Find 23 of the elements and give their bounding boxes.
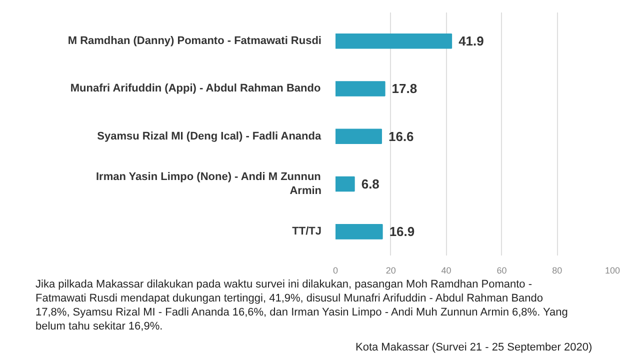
x-tick-label: 100 (604, 266, 620, 276)
y-tick-label: Munafri Arifuddin (Appi) - Abdul Rahman Bando (70, 82, 321, 95)
data-label: 17.8 (392, 81, 418, 96)
data-label: 6.8 (361, 176, 380, 192)
y-tick-label: Irman Yasin Limpo (None) - Andi M Zunnun Armin (96, 170, 322, 198)
y-tick-label: M Ramdhan (Danny) Pomanto - Fatmawati Rusdi (68, 35, 322, 48)
x-tick-label: 40 (441, 266, 452, 276)
x-tick-label: 20 (386, 266, 396, 276)
bar (336, 33, 452, 49)
data-label: 16.6 (388, 128, 414, 144)
y-tick-label: TT/TJ (292, 226, 322, 238)
x-tick-label: 0 (332, 266, 338, 276)
bar (336, 176, 355, 192)
x-tick-label: 80 (552, 266, 562, 276)
bar (336, 81, 386, 96)
bar (336, 128, 382, 144)
bar (336, 224, 383, 240)
y-tick-label: Syamsu Rizal MI (Deng Ical) - Fadli Ananda (97, 130, 322, 142)
data-label: 16.9 (389, 224, 415, 240)
text: Kota Makassar (Survei 21 - 25 September 2020) (356, 342, 592, 354)
x-tick-label: 60 (496, 266, 507, 276)
data-label: 41.9 (458, 34, 484, 49)
text: Jika pilkada Makassar dilakukan pada waktu survei ini dilakukan, pasangan Moh Ramdhan Pomanto - Fatmawati Rusdi mendapat dukungan tertinggi, 41,9%, disusul Munafri Arifuddin - Abdul Rahman Bando 17,8%, Syamsu Rizal MI - Fadli Ananda 16,6%, dan Irman Yasin Limpo - Andi Muh Zunnun Armin 6,8%. Yang belum tahu sekitar 16,9%. (36, 278, 568, 332)
